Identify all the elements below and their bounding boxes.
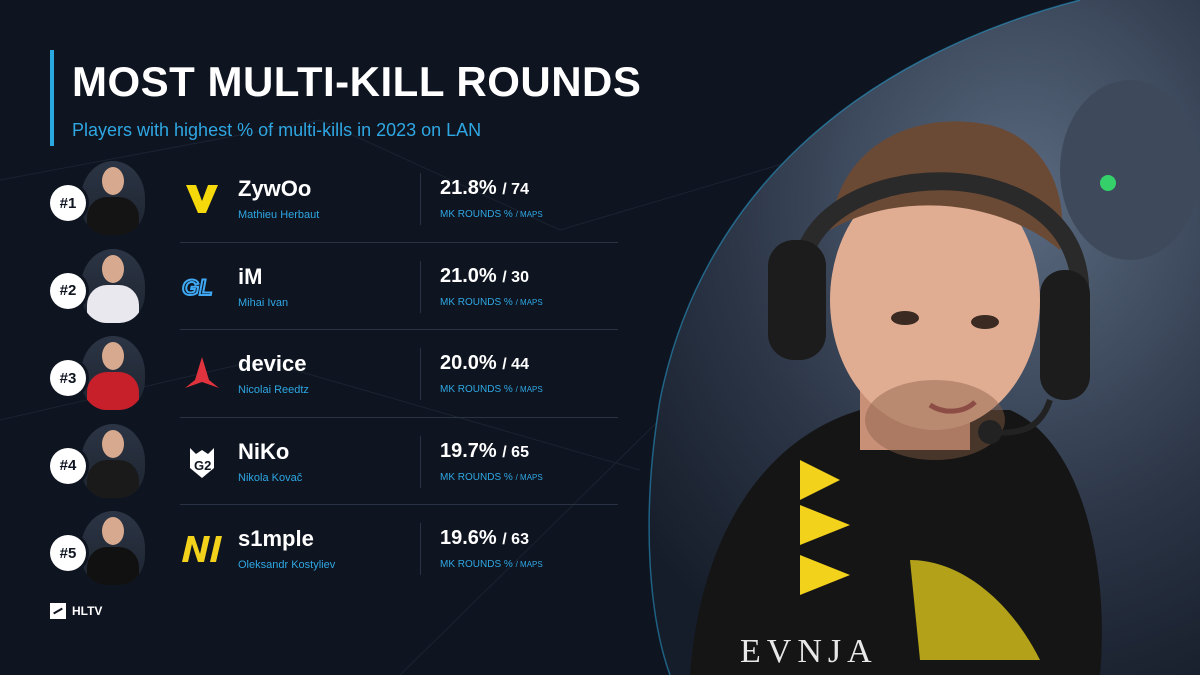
divider <box>420 523 421 575</box>
mk-percent: 21.8% <box>440 177 497 199</box>
player-real-name: Mihai Ivan <box>238 296 289 309</box>
mk-percent: 21.0% <box>440 264 497 287</box>
player-nickname: ZywOo <box>238 176 312 201</box>
player-nickname: s1mple <box>238 526 314 551</box>
divider <box>420 348 421 400</box>
svg-text:EVNJA: EVNJA <box>740 633 878 670</box>
stat-label: MK ROUNDS % / MAPS <box>440 384 543 395</box>
navi-logo-icon <box>180 527 224 571</box>
player-nickname: device <box>238 351 307 376</box>
player-avatar <box>81 511 145 585</box>
title-accent-bar <box>50 50 54 146</box>
stat-label: MK ROUNDS % / MAPS <box>440 472 543 483</box>
stat-label-main: MK ROUNDS % <box>440 296 513 308</box>
stat-label-main: MK ROUNDS % <box>440 471 513 483</box>
multikill-stat: 19.6% / 63 <box>440 527 529 550</box>
vitality-logo-icon <box>180 177 224 221</box>
g2-logo-icon: G2 <box>180 440 224 484</box>
multikill-stat: 20.0% / 44 <box>440 352 529 375</box>
rank-badge: #1 <box>50 185 86 221</box>
maps-count: / 30 <box>502 268 529 286</box>
brand-name: HLTV <box>72 604 103 618</box>
player-avatar <box>81 423 145 498</box>
stat-label: MK ROUNDS % / MAPS <box>440 209 543 220</box>
stat-label-sub: / MAPS <box>515 472 543 482</box>
rank-badge: #4 <box>50 447 86 484</box>
hltv-brand: HLTV <box>50 603 102 619</box>
rank-badge: #2 <box>50 272 86 309</box>
stat-label: MK ROUNDS % / MAPS <box>440 297 543 308</box>
divider <box>420 173 421 225</box>
player-real-name: Nikola Kovač <box>238 471 303 484</box>
maps-count: / 74 <box>502 181 529 198</box>
page-title: MOST MULTI-KILL ROUNDS <box>72 58 642 105</box>
multikill-stat: 21.0% / 30 <box>440 265 529 288</box>
stat-label-sub: / MAPS <box>515 385 543 394</box>
player-nickname: NiKo <box>238 438 290 464</box>
divider <box>420 435 421 488</box>
maps-count: / 63 <box>502 531 529 548</box>
maps-count: / 44 <box>502 356 529 373</box>
rank-badge: #3 <box>50 360 86 396</box>
player-real-name: Nicolai Reedtz <box>238 384 309 396</box>
gl-logo-icon: GL <box>180 265 224 309</box>
player-avatar <box>81 336 145 410</box>
player-row: #4 G2 NiKo Nikola Kovač 19.7% / 65 MK RO… <box>48 418 628 505</box>
rank-badge: #5 <box>50 535 86 571</box>
divider <box>420 260 421 313</box>
stat-label-sub: / MAPS <box>515 210 543 219</box>
player-real-name: Mathieu Herbaut <box>238 209 320 221</box>
maps-count: / 65 <box>502 443 529 461</box>
stat-label-sub: / MAPS <box>515 560 543 569</box>
player-row: #3 device Nicolai Reedtz 20.0% / 44 MK R… <box>48 330 628 418</box>
stat-label-main: MK ROUNDS % <box>440 559 513 570</box>
player-row: #2 GL iM Mihai Ivan 21.0% / 30 MK ROUNDS… <box>48 243 628 330</box>
multikill-stat: 21.8% / 74 <box>440 177 529 200</box>
player-nickname: iM <box>238 263 263 289</box>
stat-label-main: MK ROUNDS % <box>440 209 513 220</box>
mk-percent: 20.0% <box>440 352 497 374</box>
player-row: #5 s1mple Oleksandr Kostyliev 19.6% / 63… <box>48 505 628 593</box>
svg-text:G2: G2 <box>194 458 211 473</box>
stat-label-main: MK ROUNDS % <box>440 384 513 395</box>
stat-label-sub: / MAPS <box>515 297 543 307</box>
player-row: #1 ZywOo Mathieu Herbaut 21.8% / 74 MK R… <box>48 155 628 243</box>
page-subtitle: Players with highest % of multi-kills in… <box>72 120 482 140</box>
hltv-logo-icon <box>50 603 66 619</box>
astralis-logo-icon <box>180 352 224 396</box>
mk-percent: 19.6% <box>440 527 497 549</box>
player-avatar <box>81 248 145 323</box>
player-list: #1 ZywOo Mathieu Herbaut 21.8% / 74 MK R… <box>48 155 628 593</box>
stat-label: MK ROUNDS % / MAPS <box>440 559 543 570</box>
player-real-name: Oleksandr Kostyliev <box>238 559 336 571</box>
multikill-stat: 19.7% / 65 <box>440 440 529 463</box>
player-avatar <box>81 161 145 235</box>
mk-percent: 19.7% <box>440 439 497 462</box>
svg-text:GL: GL <box>182 275 213 300</box>
